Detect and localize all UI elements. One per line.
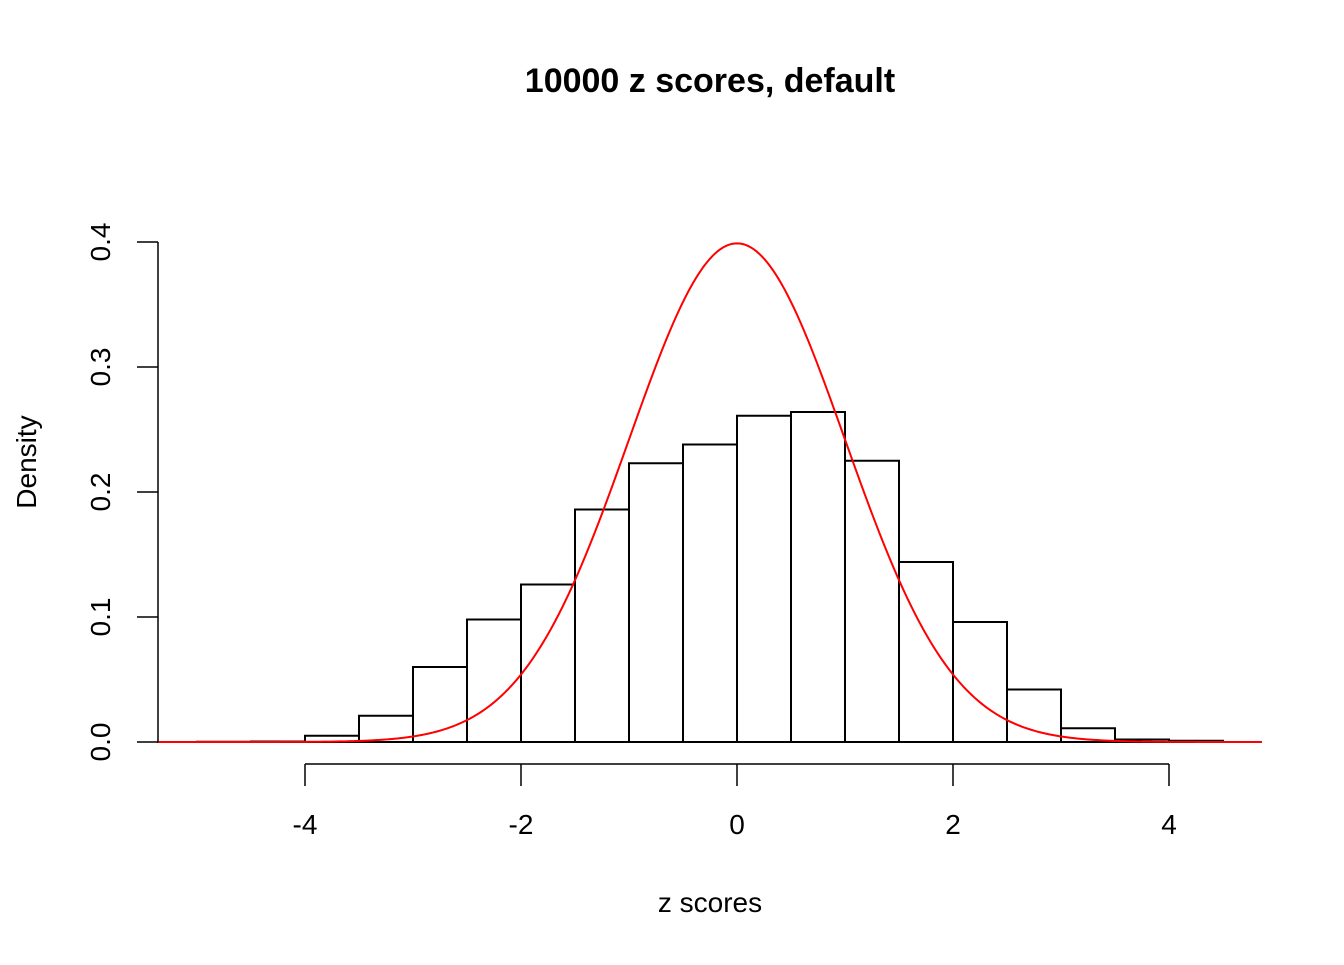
y-tick-label: 0.4 (85, 223, 116, 262)
y-axis-label: Density (11, 415, 42, 508)
y-tick-label: 0.1 (85, 598, 116, 637)
histogram-bar (953, 622, 1007, 742)
y-axis: 0.0 0.1 0.2 0.3 0.4 (85, 223, 158, 762)
y-tick-label: 0.0 (85, 723, 116, 762)
histogram-bar (575, 510, 629, 743)
bars (157, 412, 1262, 742)
x-tick-label: 0 (729, 809, 745, 840)
x-tick-label: -4 (293, 809, 318, 840)
x-axis: -4 -2 0 2 4 (293, 764, 1177, 840)
histogram-bar (683, 445, 737, 743)
histogram-bar (845, 461, 899, 742)
chart-title: 10000 z scores, default (525, 62, 895, 100)
x-tick-label: -2 (509, 809, 534, 840)
histogram-bar (737, 416, 791, 742)
histogram-bar (467, 620, 521, 743)
histogram-bar (899, 562, 953, 742)
y-tick-label: 0.2 (85, 473, 116, 512)
x-axis-label: z scores (658, 887, 762, 918)
x-tick-label: 4 (1161, 809, 1177, 840)
x-tick-label: 2 (945, 809, 961, 840)
y-tick-label: 0.3 (85, 348, 116, 387)
histogram-bar (629, 463, 683, 742)
histogram-bar (791, 412, 845, 742)
